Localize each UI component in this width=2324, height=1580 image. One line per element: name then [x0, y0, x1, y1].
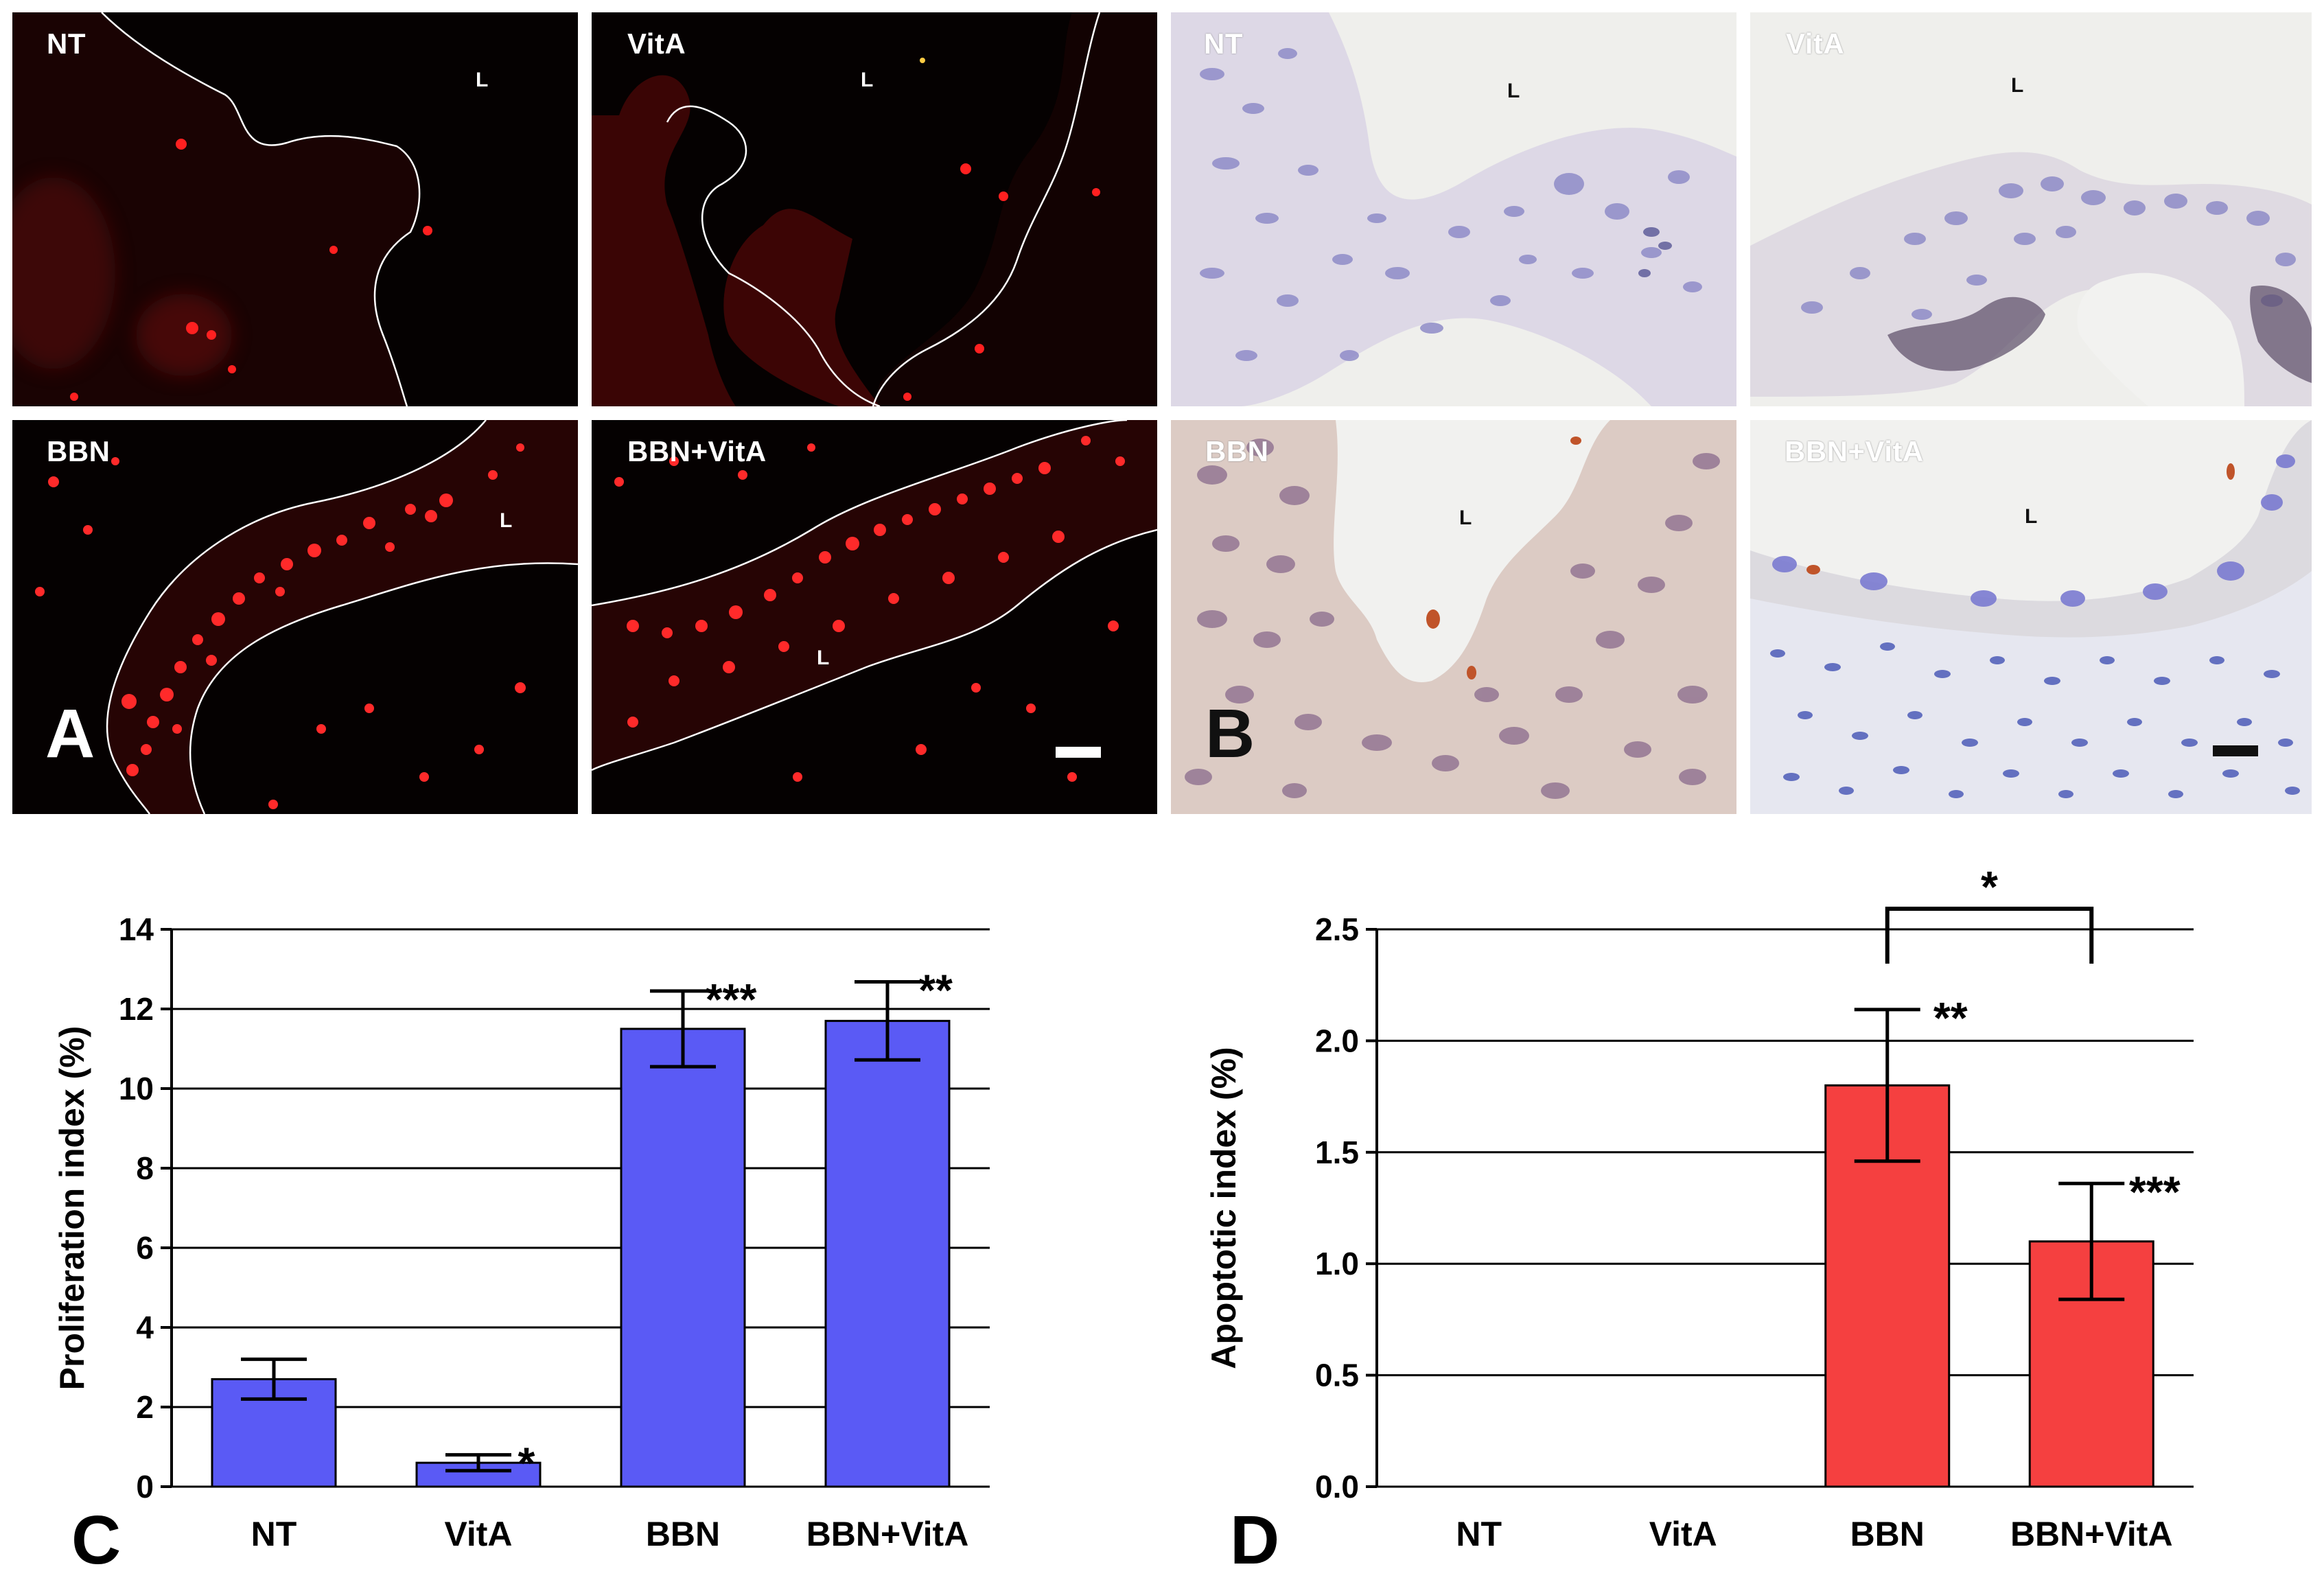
fluorescence-image-bbn-vita — [592, 420, 1157, 814]
scale-bar — [2213, 745, 2258, 756]
significance-label: *** — [2129, 1167, 2181, 1216]
panel-a-bbn: BBN L A — [12, 420, 578, 814]
bar — [824, 1019, 951, 1488]
image-label: BBN+VitA — [627, 435, 767, 467]
image-label: BBN — [47, 435, 111, 467]
lumen-label: L — [817, 647, 830, 669]
panel-a-nt: NT L — [12, 12, 578, 406]
lumen-label: L — [2025, 505, 2038, 528]
fluorescence-image-nt — [12, 12, 578, 406]
significance-label: * — [518, 1439, 535, 1488]
panel-letter: C — [71, 1502, 121, 1579]
proliferation-chart: 0 2 4 6 8 10 12 14 NT *VitA *** BBN ** BBN+VitA Prolif… — [53, 911, 990, 1579]
ihc-image-vita — [1750, 12, 2312, 406]
y-tick-label: 12 — [119, 991, 154, 1027]
significance-bracket — [1885, 907, 2094, 964]
panel-b-nt: NT L — [1171, 12, 1736, 406]
category-label: BBN+VitA — [2010, 1515, 2173, 1553]
lumen-label: L — [1459, 507, 1472, 529]
y-tick-label: 0.5 — [1315, 1358, 1359, 1393]
significance-label: ** — [1933, 993, 1968, 1043]
ihc-image-bbn-vita — [1750, 420, 2312, 814]
y-tick-label: 2.0 — [1315, 1023, 1359, 1058]
ihc-image-bbn — [1171, 420, 1736, 814]
bar — [620, 1027, 746, 1488]
y-tick-label: 14 — [119, 911, 154, 947]
panel-b-bbn: BBN L B — [1171, 420, 1736, 814]
panel-a-vita: VitA L — [592, 12, 1157, 406]
lumen-label: L — [1507, 80, 1520, 102]
y-tick-label: 2.5 — [1315, 911, 1359, 947]
image-label: BBN+VitA — [1785, 435, 1924, 467]
image-label: NT — [1204, 27, 1243, 60]
panel-letter-b: B — [1205, 695, 1255, 772]
lumen-label: L — [476, 69, 489, 91]
image-label: VitA — [627, 27, 686, 60]
significance-label: *** — [706, 975, 757, 1024]
fluorescence-image-bbn — [12, 420, 578, 814]
panel-b-vita: VitA L — [1750, 12, 2312, 406]
category-label: BBN — [646, 1515, 720, 1553]
lumen-label: L — [500, 509, 513, 532]
ihc-image-nt — [1171, 12, 1736, 406]
y-tick-label: 4 — [136, 1310, 154, 1345]
significance-label: ** — [918, 966, 953, 1015]
apoptotic-chart: 0.0 0.5 1.0 1.5 2.0 2.5 NT VitA ** BBN *** BBN+VitA… — [1205, 862, 2194, 1579]
category-label: VitA — [444, 1515, 512, 1553]
category-label: BBN — [1850, 1515, 1925, 1553]
panel-letter-a: A — [45, 695, 95, 772]
y-tick-label: 2 — [136, 1389, 154, 1425]
y-tick-label: 0 — [136, 1469, 154, 1505]
image-label: BBN — [1205, 435, 1269, 467]
panel-a-bbn-vita: BBN+VitA L — [592, 420, 1157, 814]
category-label: NT — [251, 1515, 297, 1553]
bracket-label: * — [1981, 862, 1998, 911]
scale-bar — [1056, 747, 1101, 758]
panel-b-bbn-vita: BBN+VitA L — [1750, 420, 2312, 814]
y-axis-label: Proliferation index (%) — [53, 1026, 91, 1391]
category-label: BBN+VitA — [806, 1515, 969, 1553]
panel-letter: D — [1230, 1502, 1279, 1579]
lumen-label: L — [2011, 74, 2024, 97]
y-tick-label: 0.0 — [1315, 1469, 1359, 1505]
y-tick-label: 1.0 — [1315, 1246, 1359, 1281]
y-tick-label: 1.5 — [1315, 1135, 1359, 1170]
fluorescence-image-vita — [592, 12, 1157, 406]
category-label: VitA — [1649, 1515, 1717, 1553]
y-tick-label: 8 — [136, 1150, 154, 1186]
image-label: NT — [47, 27, 86, 60]
y-axis-label: Apoptotic index (%) — [1205, 1047, 1243, 1369]
y-tick-label: 6 — [136, 1230, 154, 1266]
y-tick-label: 10 — [119, 1071, 154, 1106]
category-label: NT — [1456, 1515, 1502, 1553]
image-label: VitA — [1786, 27, 1845, 60]
lumen-label: L — [861, 69, 874, 91]
